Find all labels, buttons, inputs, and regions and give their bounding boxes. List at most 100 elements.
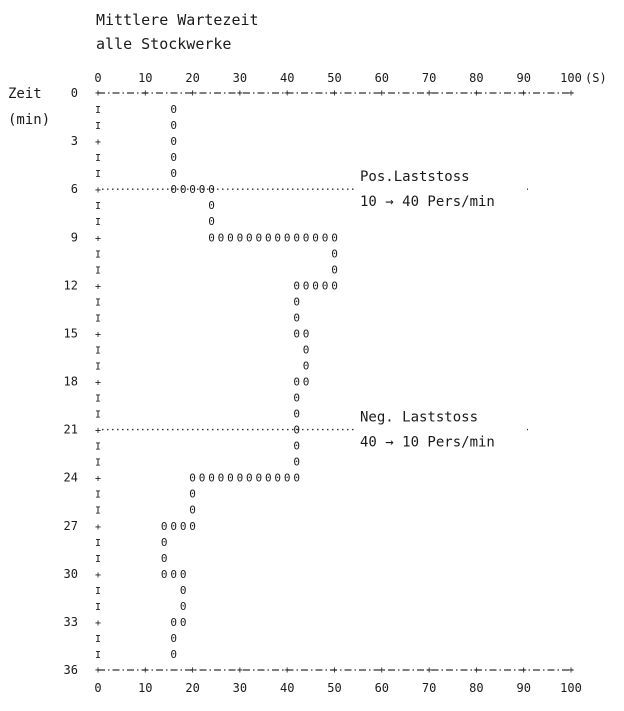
y-axis-i-mark: I <box>95 313 101 324</box>
data-point: 0 <box>293 392 300 405</box>
data-point: 0 <box>293 311 300 324</box>
y-axis-i-mark: I <box>95 490 101 501</box>
bottom-axis-tick-mark-60: + <box>379 665 385 676</box>
data-point: 0 <box>189 520 196 533</box>
y-axis-i-mark: I <box>95 410 101 421</box>
y-tick-36: 36 <box>64 663 78 677</box>
x-unit-label: (S) <box>585 71 607 85</box>
data-point: 0 <box>170 103 177 116</box>
data-point: 0 <box>218 472 225 485</box>
x-tick-top-70: 70 <box>422 71 436 85</box>
y-tick-6: 6 <box>71 182 78 196</box>
y-tick-21: 21 <box>64 423 78 437</box>
chart-title: Mittlere Wartezeit alle Stockwerke <box>96 11 259 53</box>
x-tick-bottom-60: 60 <box>375 681 389 695</box>
y-axis-i-mark: I <box>95 249 101 260</box>
top-axis-tick-mark-50: + <box>331 88 337 99</box>
title-line-1: Mittlere Wartezeit <box>96 11 259 29</box>
data-point: 0 <box>170 167 177 180</box>
data-point: 0 <box>189 504 196 517</box>
x-tick-bottom-50: 50 <box>327 681 341 695</box>
data-point: 0 <box>189 472 196 485</box>
x-tick-bottom-40: 40 <box>280 681 294 695</box>
y-axis-tick-mark: + <box>95 426 101 437</box>
y-axis-i-mark: I <box>95 538 101 549</box>
data-point: 0 <box>208 215 215 228</box>
annotation-mask-1 <box>356 184 524 197</box>
y-axis-i-mark: I <box>95 217 101 228</box>
x-tick-top-50: 50 <box>327 71 341 85</box>
title-line-2: alle Stockwerke <box>96 35 231 53</box>
data-point: 0 <box>293 440 300 453</box>
y-axis-i-mark: I <box>95 602 101 613</box>
data-point: 0 <box>293 279 300 292</box>
data-point: 0 <box>170 568 177 581</box>
axes: ++++++++++++++++++++++II+II+II+II+II+II+… <box>95 88 575 676</box>
data-point: 0 <box>246 231 253 244</box>
y-axis-i-mark: I <box>95 506 101 517</box>
data-point: 0 <box>180 520 187 533</box>
y-axis-tick-mark: + <box>95 137 101 148</box>
annotation-title-1: Pos.Laststoss <box>360 169 470 185</box>
y-axis-i-mark: I <box>95 634 101 645</box>
bottom-axis-tick-mark-70: + <box>426 665 432 676</box>
data-point: 0 <box>284 231 291 244</box>
x-tick-bottom-100: 100 <box>560 681 582 695</box>
data-point: 0 <box>199 472 206 485</box>
data-point: 0 <box>312 231 319 244</box>
bottom-axis-tick-mark-0: + <box>95 665 101 676</box>
x-tick-top-10: 10 <box>138 71 152 85</box>
bottom-axis-tick-mark-40: + <box>284 665 290 676</box>
y-axis-i-mark: I <box>95 394 101 405</box>
top-axis-tick-mark-60: + <box>379 88 385 99</box>
x-tick-top-100: 100 <box>560 71 582 85</box>
data-point: 0 <box>170 151 177 164</box>
y-axis-label: Zeit <box>8 86 42 102</box>
y-tick-15: 15 <box>64 326 78 340</box>
top-axis-tick-mark-100: + <box>568 88 574 99</box>
data-point: 0 <box>180 584 187 597</box>
annotation-mask-2 <box>356 424 524 437</box>
y-axis-i-mark: I <box>95 297 101 308</box>
data-point: 0 <box>170 135 177 148</box>
top-axis-tick-mark-30: + <box>237 88 243 99</box>
y-tick-24: 24 <box>64 471 78 485</box>
data-point: 0 <box>161 552 168 565</box>
data-point: 0 <box>161 536 168 549</box>
x-tick-top-40: 40 <box>280 71 294 85</box>
data-point: 0 <box>170 183 177 196</box>
top-axis-tick-mark-70: + <box>426 88 432 99</box>
data-point: 0 <box>303 343 310 356</box>
data-point: 0 <box>161 568 168 581</box>
y-axis-i-mark: I <box>95 458 101 469</box>
y-tick-12: 12 <box>64 278 78 292</box>
x-tick-bottom-0: 0 <box>94 681 101 695</box>
top-axis-tick-mark-40: + <box>284 88 290 99</box>
x-tick-top-20: 20 <box>185 71 199 85</box>
y-axis-i-mark: I <box>95 650 101 661</box>
y-axis-i-mark: I <box>95 361 101 372</box>
y-axis-tick-mark: + <box>95 474 101 485</box>
y-axis-tick-mark: + <box>95 618 101 629</box>
bottom-axis-tick-mark-50: + <box>331 665 337 676</box>
annotation-detail-2: 40 → 10 Pers/min <box>360 435 495 451</box>
data-point: 0 <box>293 456 300 469</box>
data-point: 0 <box>227 231 234 244</box>
y-axis-i-mark: I <box>95 105 101 116</box>
y-axis-i-mark: I <box>95 265 101 276</box>
x-tick-bottom-20: 20 <box>185 681 199 695</box>
top-axis-tick-mark-0: + <box>95 88 101 99</box>
data-point: 0 <box>265 231 272 244</box>
y-axis-i-mark: I <box>95 121 101 132</box>
x-tick-bottom-10: 10 <box>138 681 152 695</box>
top-axis-tick-mark-80: + <box>473 88 479 99</box>
annotation-detail-1: 10 → 40 Pers/min <box>360 194 495 210</box>
data-point: 0 <box>284 472 291 485</box>
data-point: 0 <box>265 472 272 485</box>
bottom-axis-tick-mark-90: + <box>521 665 527 676</box>
y-axis-i-mark: I <box>95 442 101 453</box>
x-tick-top-0: 0 <box>94 71 101 85</box>
y-axis-tick-mark: + <box>95 522 101 533</box>
data-point: 0 <box>170 119 177 132</box>
